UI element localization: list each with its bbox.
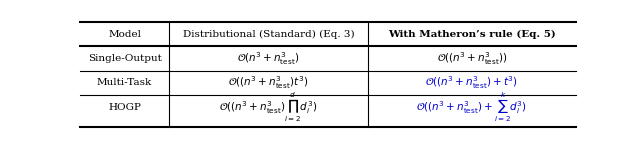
Text: $\mathcal{O}((n^3 + n_{\mathrm{test}}^3) + \sum_{i=2}^{k} d_i^3)$: $\mathcal{O}((n^3 + n_{\mathrm{test}}^3)…: [417, 91, 527, 124]
Text: $\mathcal{O}((n^3 + n_{\mathrm{test}}^3)\prod_{i=2}^{d} d_i^3)$: $\mathcal{O}((n^3 + n_{\mathrm{test}}^3)…: [220, 91, 317, 124]
Text: With Matheron’s rule (Eq. 5): With Matheron’s rule (Eq. 5): [388, 30, 556, 39]
Text: $\mathcal{O}((n^3 + n_{\mathrm{test}}^3) + t^3)$: $\mathcal{O}((n^3 + n_{\mathrm{test}}^3)…: [426, 74, 518, 91]
Text: $\mathcal{O}((n^3 + n_{\mathrm{test}}^3))$: $\mathcal{O}((n^3 + n_{\mathrm{test}}^3)…: [436, 50, 507, 67]
Text: $\mathcal{O}((n^3 + n_{\mathrm{test}}^3)t^3)$: $\mathcal{O}((n^3 + n_{\mathrm{test}}^3)…: [228, 74, 308, 91]
Text: Multi-Task: Multi-Task: [97, 78, 152, 87]
Text: Distributional (Standard) (Eq. 3): Distributional (Standard) (Eq. 3): [182, 30, 355, 39]
Text: $\mathcal{O}(n^3 + n_{\mathrm{test}}^3)$: $\mathcal{O}(n^3 + n_{\mathrm{test}}^3)$: [237, 50, 300, 67]
Text: Model: Model: [108, 30, 141, 39]
Text: HOGP: HOGP: [108, 103, 141, 112]
Text: Single-Output: Single-Output: [88, 54, 161, 63]
